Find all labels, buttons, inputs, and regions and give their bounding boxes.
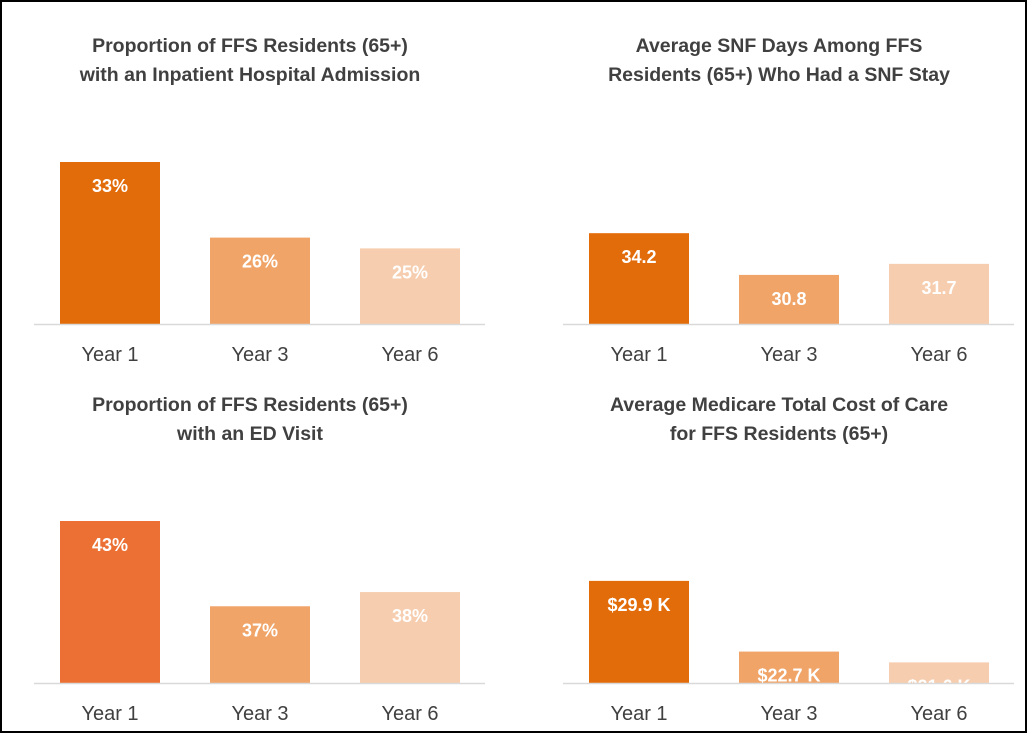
x-tick-label: Year 3 bbox=[760, 703, 817, 725]
x-tick-label: Year 1 bbox=[81, 703, 138, 725]
bar-value-label: 38% bbox=[392, 606, 428, 626]
chart-title-line: Average Medicare Total Cost of Care bbox=[610, 394, 948, 416]
chart-title-line: Proportion of FFS Residents (65+) bbox=[92, 394, 408, 416]
bar-year-3 bbox=[739, 651, 839, 683]
x-tick-label: Year 6 bbox=[381, 703, 438, 725]
chart-title: Proportion of FFS Residents (65+) with an… bbox=[92, 394, 408, 445]
bar-year-3 bbox=[210, 606, 310, 683]
bar-year-6 bbox=[889, 263, 989, 324]
bar-value-label: $22.7 K bbox=[757, 666, 820, 686]
x-tick-label: Year 6 bbox=[381, 344, 438, 366]
bar-year-1 bbox=[589, 233, 689, 324]
chart-title: Average SNF Days Among FFS Residents (65+… bbox=[608, 35, 950, 86]
bar-value-label: 37% bbox=[242, 620, 278, 640]
x-tick-label: Year 1 bbox=[81, 344, 138, 366]
x-tick-label: Year 1 bbox=[610, 703, 667, 725]
chart-title-line: with an ED Visit bbox=[176, 423, 323, 445]
chart-title: Proportion of FFS Residents (65+) with an… bbox=[79, 35, 421, 86]
bar-year-6 bbox=[360, 248, 460, 324]
bar-value-label: 26% bbox=[242, 252, 278, 272]
bar-year-3 bbox=[210, 237, 310, 324]
chart-svg: Average Medicare Total Cost of Care for F… bbox=[563, 394, 1014, 725]
chart-title-line: Residents (65+) Who Had a SNF Stay bbox=[608, 64, 950, 86]
chart-title-line: for FFS Residents (65+) bbox=[670, 423, 888, 445]
bar-value-label: $29.9 K bbox=[607, 595, 670, 615]
chart-title-line: Average SNF Days Among FFS bbox=[636, 35, 923, 57]
chart-snf-days: Average SNF Days Among FFS Residents (65+… bbox=[539, 32, 1027, 392]
chart-svg: Proportion of FFS Residents (65+) with an… bbox=[34, 394, 485, 725]
bar-year-3 bbox=[739, 274, 839, 324]
bar-year-1 bbox=[60, 162, 160, 324]
chart-title-line: with an Inpatient Hospital Admission bbox=[79, 64, 421, 86]
chart-svg: Average SNF Days Among FFS Residents (65+… bbox=[563, 35, 1014, 366]
chart-title-line: Proportion of FFS Residents (65+) bbox=[92, 35, 408, 57]
bar-value-label: 33% bbox=[92, 176, 128, 196]
bar-value-label: 25% bbox=[392, 262, 428, 282]
x-tick-label: Year 3 bbox=[231, 344, 288, 366]
bar-value-label: 30.8 bbox=[771, 289, 806, 309]
bar-year-1 bbox=[589, 580, 689, 683]
chart-ed-visit: Proportion of FFS Residents (65+) with an… bbox=[10, 391, 510, 751]
bar-year-1 bbox=[60, 521, 160, 683]
x-tick-label: Year 3 bbox=[231, 703, 288, 725]
bar-year-6 bbox=[889, 662, 989, 683]
x-tick-label: Year 3 bbox=[760, 344, 817, 366]
figure-frame: Proportion of FFS Residents (65+) with an… bbox=[0, 0, 1027, 733]
chart-svg: Proportion of FFS Residents (65+) with an… bbox=[34, 35, 485, 366]
chart-title: Average Medicare Total Cost of Care for F… bbox=[610, 394, 948, 445]
bar-value-label: 34.2 bbox=[621, 247, 656, 267]
chart-total-cost-of-care: Average Medicare Total Cost of Care for F… bbox=[539, 391, 1027, 751]
x-tick-label: Year 1 bbox=[610, 344, 667, 366]
bar-value-label: $21.6 K bbox=[907, 676, 970, 696]
chart-inpatient-admission: Proportion of FFS Residents (65+) with an… bbox=[10, 32, 510, 392]
bar-value-label: 43% bbox=[92, 535, 128, 555]
bar-year-6 bbox=[360, 592, 460, 683]
x-tick-label: Year 6 bbox=[910, 344, 967, 366]
x-tick-label: Year 6 bbox=[910, 703, 967, 725]
bar-value-label: 31.7 bbox=[921, 278, 956, 298]
